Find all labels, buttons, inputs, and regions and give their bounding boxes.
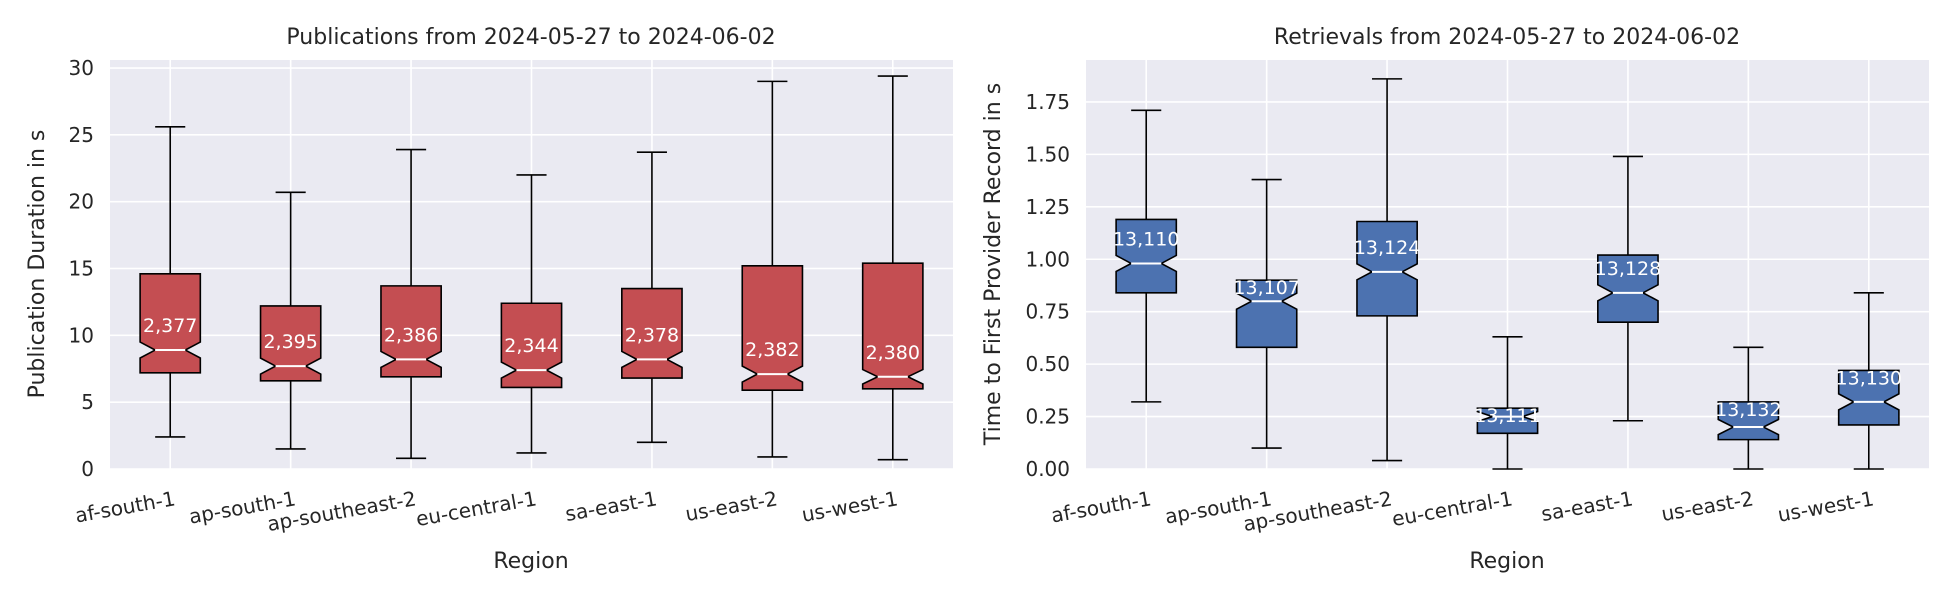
x-tick-label: us-west-1 [1776,486,1876,527]
retrievals-y-ticks: 0.00 0.25 0.50 0.75 1.00 1.25 1.50 1.75 [1025,90,1070,481]
count-label: 13,130 [1836,367,1902,389]
box [500,302,563,389]
box [380,285,442,378]
publications-x-axis-label: Region [493,549,568,574]
box [1717,401,1780,441]
x-tick-label: us-east-2 [1659,486,1755,526]
y-tick-label: 25 [69,123,94,147]
retrievals-title: Retrievals from 2024-05-27 to 2024-06-02 [1274,25,1740,50]
box [1115,218,1178,294]
x-tick-label: sa-east-1 [563,486,658,526]
y-tick-label: 0.00 [1025,457,1070,481]
x-tick-label: af-south-1 [73,486,177,527]
publications-y-axis-label: Publication Duration in s [25,130,50,399]
count-label: 13,124 [1354,237,1420,259]
y-tick-label: 0.50 [1025,352,1070,376]
count-label: 13,107 [1233,277,1299,299]
count-label: 2,386 [384,324,438,346]
box [1235,279,1298,349]
retrievals-boxes: 13,110 13,107 13,124 13,111 13,128 13,132 13,1… [1113,78,1902,470]
count-label: 2,380 [866,342,920,364]
y-tick-label: 20 [69,190,94,214]
retrievals-y-axis-label: Time to First Provider Record in s [981,83,1006,446]
count-label: 2,382 [745,339,799,361]
x-tick-label: eu-central-1 [1390,486,1514,531]
y-tick-label: 5 [81,390,94,414]
count-label: 2,395 [263,331,317,353]
box [139,273,202,374]
count-label: 2,378 [625,324,679,346]
box [259,305,322,382]
box [621,287,683,379]
box [1476,407,1539,435]
retrievals-panel: 0.000.250.500.751.001.251.501.75 13,1101… [981,25,1929,574]
count-label: 2,344 [504,335,558,357]
box [861,262,924,390]
y-tick-label: 0.25 [1025,405,1070,429]
y-tick-label: 1.00 [1025,247,1070,271]
y-tick-label: 0 [81,457,94,481]
x-tick-label: eu-central-1 [414,486,538,531]
publications-title: Publications from 2024-05-27 to 2024-06-… [286,25,775,50]
y-tick-label: 1.25 [1025,195,1070,219]
publications-x-ticks: af-south-1 ap-south-1ap-southeast-2eu-cen… [73,486,899,536]
retrievals-x-ticks: af-south-1 ap-south-1ap-southeast-2eu-cen… [1049,486,1875,536]
x-tick-label: af-south-1 [1049,486,1153,527]
count-label: 13,110 [1113,228,1179,250]
publications-boxes: 2,377 2,395 2,386 2,344 2,378 2,382 2,380 [139,75,924,461]
y-tick-label: 30 [69,56,94,80]
box [1597,254,1659,323]
box [1837,369,1900,426]
count-label: 13,132 [1715,399,1781,421]
x-tick-label: us-west-1 [800,486,900,527]
box [741,265,804,391]
y-tick-label: 15 [69,257,94,281]
count-label: 2,377 [143,315,197,337]
count-label: 13,111 [1474,405,1540,427]
count-label: 13,128 [1595,258,1661,280]
y-tick-label: 1.75 [1025,90,1070,114]
y-tick-label: 0.75 [1025,300,1070,324]
y-tick-label: 1.50 [1025,142,1070,166]
x-tick-label: us-east-2 [683,486,779,526]
retrievals-x-axis-label: Region [1469,549,1544,574]
x-tick-label: sa-east-1 [1539,486,1634,526]
y-tick-label: 10 [69,323,94,347]
publications-y-ticks: 0 5 10 15 20 25 30 [69,56,94,481]
box [1356,220,1418,317]
